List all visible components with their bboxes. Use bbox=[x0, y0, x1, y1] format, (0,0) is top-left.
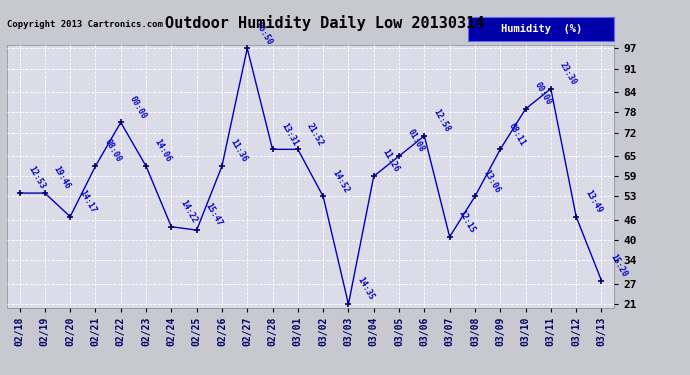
Text: 11:26: 11:26 bbox=[381, 148, 401, 174]
Text: 14:52: 14:52 bbox=[330, 168, 351, 194]
Text: 06:50: 06:50 bbox=[254, 20, 275, 46]
Text: 08:00: 08:00 bbox=[102, 138, 123, 164]
Text: 19:46: 19:46 bbox=[52, 165, 72, 191]
Text: 14:17: 14:17 bbox=[77, 188, 97, 214]
Text: 11:36: 11:36 bbox=[229, 138, 249, 164]
Text: 12:15: 12:15 bbox=[457, 209, 477, 235]
Text: 00:00: 00:00 bbox=[128, 94, 148, 120]
Text: 21:52: 21:52 bbox=[305, 121, 325, 147]
Text: 15:47: 15:47 bbox=[204, 202, 224, 228]
Text: 00:00: 00:00 bbox=[533, 81, 553, 107]
Text: 12:53: 12:53 bbox=[26, 165, 47, 191]
Text: 08:11: 08:11 bbox=[507, 121, 527, 147]
Text: 13:06: 13:06 bbox=[482, 168, 502, 194]
Text: 12:58: 12:58 bbox=[431, 108, 451, 134]
Text: 14:22: 14:22 bbox=[178, 198, 199, 225]
Text: Outdoor Humidity Daily Low 20130314: Outdoor Humidity Daily Low 20130314 bbox=[165, 15, 484, 31]
Text: 14:35: 14:35 bbox=[355, 276, 375, 302]
Text: 15:20: 15:20 bbox=[609, 252, 629, 278]
Text: 23:30: 23:30 bbox=[558, 60, 578, 87]
Text: Humidity  (%): Humidity (%) bbox=[501, 24, 582, 34]
Text: 13:31: 13:31 bbox=[279, 121, 299, 147]
Text: Copyright 2013 Cartronics.com: Copyright 2013 Cartronics.com bbox=[7, 20, 163, 29]
Text: 13:49: 13:49 bbox=[583, 188, 603, 214]
Text: 01:08: 01:08 bbox=[406, 128, 426, 154]
Text: 14:06: 14:06 bbox=[153, 138, 173, 164]
